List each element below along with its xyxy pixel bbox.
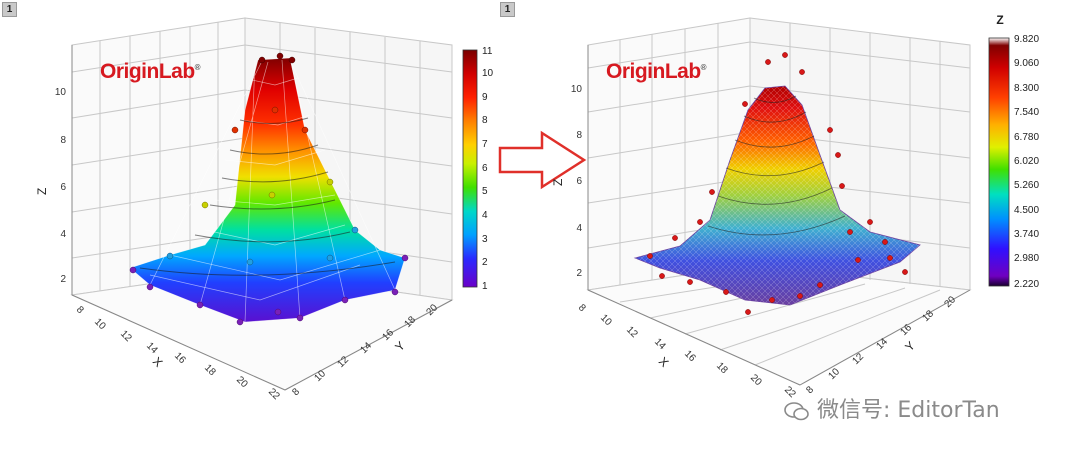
left-colorbar-tick: 10 — [482, 68, 494, 79]
right-3d-plot: 2 4 6 8 10 Z 8 10 12 14 16 18 20 22 X 8 … — [540, 0, 1080, 454]
originlab-logo: OriginLab® — [606, 60, 707, 84]
logo-text: OriginLab — [606, 60, 701, 83]
left-colorbar: 1 2 3 4 5 6 7 8 9 10 11 — [462, 46, 494, 292]
left-colorbar-tick: 8 — [482, 115, 488, 126]
left-colorbar-tick: 11 — [482, 46, 493, 57]
right-z-tick: 10 — [571, 84, 583, 95]
left-x-tick: 8 — [74, 304, 86, 316]
right-scatter-points — [647, 52, 908, 315]
right-x-tick: 16 — [682, 348, 698, 364]
left-z-tick: 8 — [60, 135, 66, 146]
right-colorbar-tick: 7.540 — [1014, 107, 1039, 118]
right-x-tick: 12 — [624, 324, 640, 340]
right-colorbar-tick: 2.980 — [1014, 253, 1039, 264]
watermark-text: 微信号: EditorTan — [817, 398, 1000, 423]
left-x-tick: 16 — [172, 350, 188, 366]
wechat-watermark: 微信号: EditorTan — [784, 392, 1000, 424]
left-colorbar-tick: 9 — [482, 92, 488, 103]
logo-mark: ® — [700, 63, 707, 72]
left-colorbar-tick: 4 — [482, 210, 488, 221]
right-colorbar-tick: 9.820 — [1014, 34, 1039, 45]
right-x-tick: 8 — [576, 302, 588, 314]
right-z-tick: 2 — [576, 268, 582, 279]
right-colorbar-title: Z — [996, 13, 1003, 27]
right-colorbar-tick: 6.020 — [1014, 156, 1039, 167]
graph-page-badge-right[interactable]: 1 — [500, 2, 515, 17]
right-colorbar-tick: 8.300 — [1014, 83, 1039, 94]
right-colorbar-tick: 9.060 — [1014, 58, 1039, 69]
logo-text: OriginLab — [100, 60, 195, 83]
wechat-icon — [784, 402, 809, 421]
left-x-axis-label: X — [150, 354, 166, 370]
right-z-tick: 6 — [576, 176, 582, 187]
graph-page-badge-left[interactable]: 1 — [2, 2, 17, 17]
right-y-axis-label: Y — [902, 339, 918, 355]
originlab-logo: OriginLab® — [100, 60, 201, 84]
right-x-tick: 20 — [748, 372, 764, 388]
left-z-tick: 2 — [60, 274, 66, 285]
left-x-tick: 18 — [202, 362, 218, 378]
left-colorbar-tick: 2 — [482, 257, 488, 268]
left-y-axis-label: Y — [392, 339, 408, 355]
transform-arrow-icon — [498, 130, 587, 190]
right-surface — [633, 52, 921, 315]
left-colorbar-tick: 1 — [482, 281, 488, 292]
right-z-ticks: 2 4 6 8 10 — [571, 84, 583, 279]
left-colorbar-tick: 5 — [482, 186, 488, 197]
left-x-tick: 22 — [266, 386, 282, 402]
right-x-axis-label: X — [656, 354, 672, 370]
left-x-tick: 10 — [92, 316, 108, 332]
left-z-tick: 4 — [60, 229, 66, 240]
logo-mark: ® — [194, 63, 201, 72]
left-x-tick: 14 — [144, 340, 160, 356]
left-z-ticks: 2 4 6 8 10 — [55, 87, 67, 285]
left-colorbar-tick: 3 — [482, 234, 488, 245]
left-x-tick: 20 — [234, 374, 250, 390]
right-colorbar-tick: 2.220 — [1014, 279, 1039, 290]
left-x-tick: 12 — [118, 328, 134, 344]
left-z-tick: 6 — [60, 182, 66, 193]
right-x-tick: 10 — [598, 312, 614, 328]
right-colorbar-tick: 3.740 — [1014, 229, 1039, 240]
right-colorbar: Z 9.820 9.060 8.300 7.540 6.780 6.020 5.… — [988, 13, 1039, 290]
left-colorbar-tick: 7 — [482, 139, 488, 150]
right-colorbar-tick: 4.500 — [1014, 205, 1039, 216]
right-colorbar-tick: 6.780 — [1014, 132, 1039, 143]
left-y-tick: 8 — [290, 386, 302, 398]
left-colorbar-tick: 6 — [482, 163, 488, 174]
left-z-tick: 10 — [55, 87, 67, 98]
left-3d-plot: 2 4 6 8 10 Z 8 10 12 14 16 18 20 22 X 8 … — [0, 0, 495, 454]
right-colorbar-tick: 5.260 — [1014, 180, 1039, 191]
right-z-axis-label: Z — [551, 179, 565, 186]
right-x-tick: 18 — [714, 360, 730, 376]
left-plot-svg: 2 4 6 8 10 Z 8 10 12 14 16 18 20 22 X 8 … — [35, 17, 494, 402]
left-z-axis-label: Z — [35, 188, 49, 195]
right-plot-svg: 2 4 6 8 10 Z 8 10 12 14 16 18 20 22 X 8 … — [551, 13, 1039, 400]
right-z-tick: 4 — [576, 223, 582, 234]
left-surface — [129, 52, 409, 326]
right-z-tick: 8 — [576, 130, 582, 141]
right-x-tick: 14 — [652, 336, 668, 352]
